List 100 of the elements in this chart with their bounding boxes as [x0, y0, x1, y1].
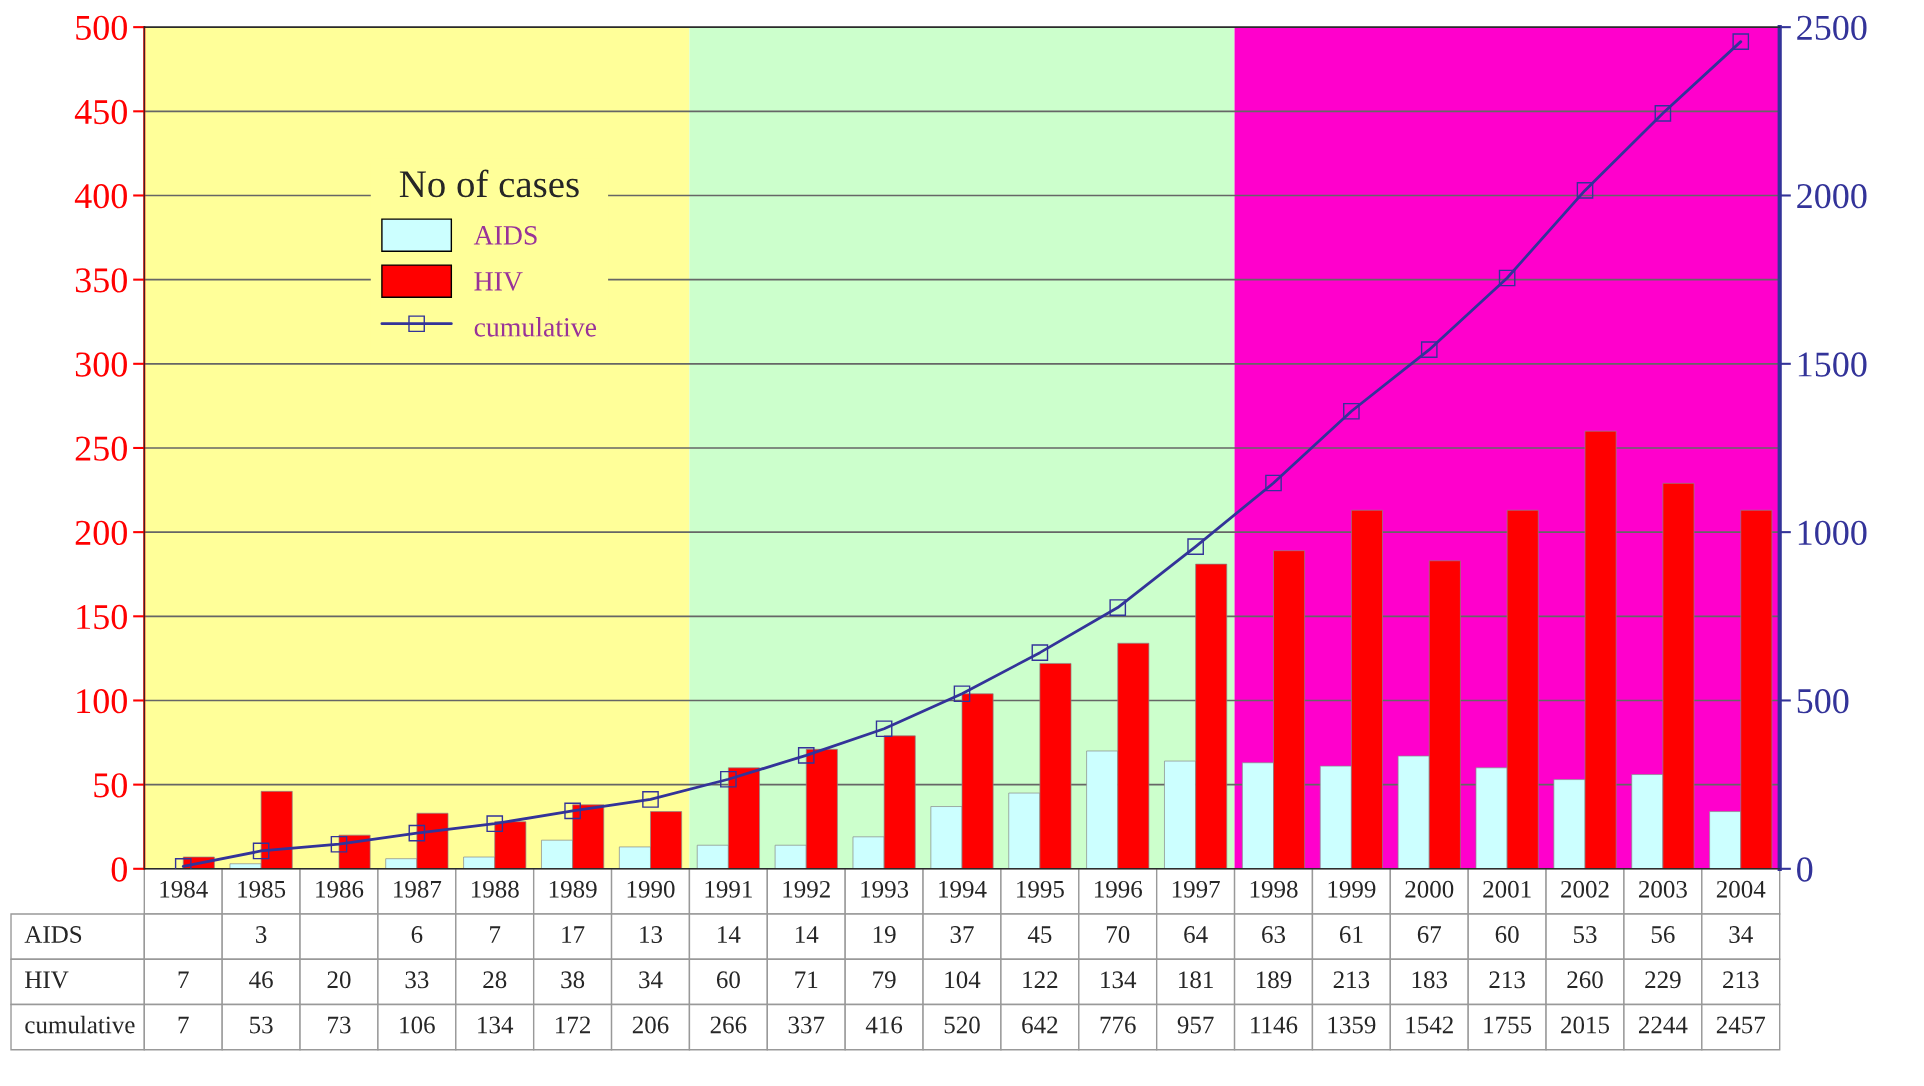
point [408, 824, 426, 842]
point [1187, 538, 1204, 555]
legend-label: HIV [474, 272, 523, 291]
y2-tick-label: 2000 [1797, 184, 1867, 209]
data-label: 7 [178, 971, 189, 988]
point [1031, 644, 1049, 661]
point [564, 802, 581, 820]
data-label: 260 [1567, 971, 1603, 989]
data-label: 37 [950, 926, 974, 943]
point [1732, 33, 1750, 50]
point [953, 685, 971, 703]
data-label: 1755 [1484, 1016, 1532, 1034]
data-label: 19 [873, 926, 896, 943]
data-label: 181 [1179, 971, 1213, 989]
x-tick-label: 1995 [1017, 880, 1064, 898]
x-tick-label: 2004 [1716, 880, 1766, 898]
data-label: 2244 [1638, 1016, 1688, 1034]
data-label: 2457 [1716, 1016, 1766, 1034]
data-label: 73 [328, 1016, 351, 1034]
data-label: 28 [483, 971, 507, 989]
data-label: 63 [1262, 926, 1286, 943]
data-label: 134 [478, 1016, 514, 1034]
x-tick-label: 1986 [316, 880, 364, 898]
data-label: 13 [640, 926, 663, 943]
y-tick-label: 500 [76, 15, 127, 41]
y-tick-label: 150 [77, 604, 127, 630]
data-label: 206 [632, 1016, 669, 1034]
data-label: 20 [327, 971, 351, 989]
data-label: 71 [795, 971, 818, 988]
x-tick-label: 2001 [1483, 880, 1531, 898]
point [1654, 105, 1672, 122]
y-tick-label: 450 [74, 99, 127, 125]
data-label: 172 [556, 1016, 590, 1034]
y-tick-label: 300 [75, 352, 127, 377]
x-tick-label: 1992 [783, 880, 830, 898]
data-label: 53 [250, 1016, 273, 1034]
data-label: 337 [788, 1016, 825, 1034]
data-label: 7 [178, 1016, 189, 1034]
x-tick-label: 2002 [1561, 880, 1609, 898]
y2-tick-label: 500 [1797, 688, 1849, 714]
point [1343, 402, 1360, 420]
y-tick-label: 100 [77, 688, 127, 714]
data-label: 520 [944, 1016, 980, 1034]
y2-tick-label: 2500 [1797, 15, 1867, 41]
data-label: 266 [710, 1016, 747, 1034]
point [797, 747, 815, 764]
x-tick-label: 2003 [1638, 880, 1687, 898]
data-label: 33 [405, 971, 429, 989]
point [642, 791, 659, 808]
data-label: 1359 [1328, 1016, 1376, 1034]
data-label: 229 [1645, 971, 1681, 989]
x-tick-label: 1996 [1094, 880, 1143, 898]
text: HIV [25, 971, 69, 989]
point [1265, 474, 1282, 492]
point [875, 720, 893, 738]
data-label: 1542 [1406, 1016, 1453, 1034]
legend-label: cumulative [474, 317, 597, 337]
point [720, 770, 737, 788]
data-label: 1146 [1251, 1016, 1298, 1034]
data-label: 7 [490, 926, 501, 943]
x-tick-label: 1990 [627, 880, 675, 898]
data-label: 3 [256, 926, 267, 943]
y-tick-label: 400 [74, 184, 127, 209]
y-tick-label: 200 [75, 520, 127, 546]
data-label: 122 [1023, 971, 1058, 988]
data-label: 776 [1100, 1016, 1136, 1034]
data-label: 2015 [1561, 1016, 1610, 1034]
data-label: 79 [873, 971, 896, 989]
data-label: 213 [1489, 971, 1525, 989]
x-tick-label: 1997 [1172, 880, 1220, 898]
data-label: 56 [1651, 926, 1675, 943]
y2-tick-label: 0 [1797, 857, 1813, 882]
x-tick-label: 1987 [394, 880, 442, 898]
point [1576, 182, 1594, 199]
data-label: 67 [1417, 926, 1442, 943]
point [486, 815, 504, 833]
x-tick-label: 1999 [1328, 880, 1376, 898]
data-label: 53 [1573, 926, 1597, 943]
legend-title: No of cases [399, 169, 579, 198]
y-tick-label: 50 [94, 773, 127, 798]
x-tick-label: 1994 [939, 880, 987, 898]
x-tick-label: 1998 [1250, 880, 1298, 898]
x-tick-label: 1991 [705, 880, 752, 898]
data-label: 34 [1729, 926, 1753, 943]
data-label: 70 [1106, 926, 1130, 943]
data-label: 957 [1177, 1016, 1214, 1034]
data-label: 46 [249, 971, 273, 989]
x-tick-label: 1988 [471, 880, 519, 898]
x-tick-label: 1993 [861, 880, 909, 898]
data-label: 6 [411, 926, 423, 943]
y-tick-label: 0 [111, 857, 127, 882]
data-label: 61 [1339, 926, 1363, 943]
data-label: 17 [562, 926, 585, 943]
data-label: 14 [795, 926, 819, 943]
text: cumulative [25, 1015, 135, 1034]
data-label: 104 [945, 971, 981, 989]
data-label: 642 [1022, 1016, 1058, 1034]
data-label: 213 [1333, 971, 1370, 989]
y-tick-label: 250 [75, 436, 127, 461]
data-label: 134 [1101, 971, 1137, 989]
